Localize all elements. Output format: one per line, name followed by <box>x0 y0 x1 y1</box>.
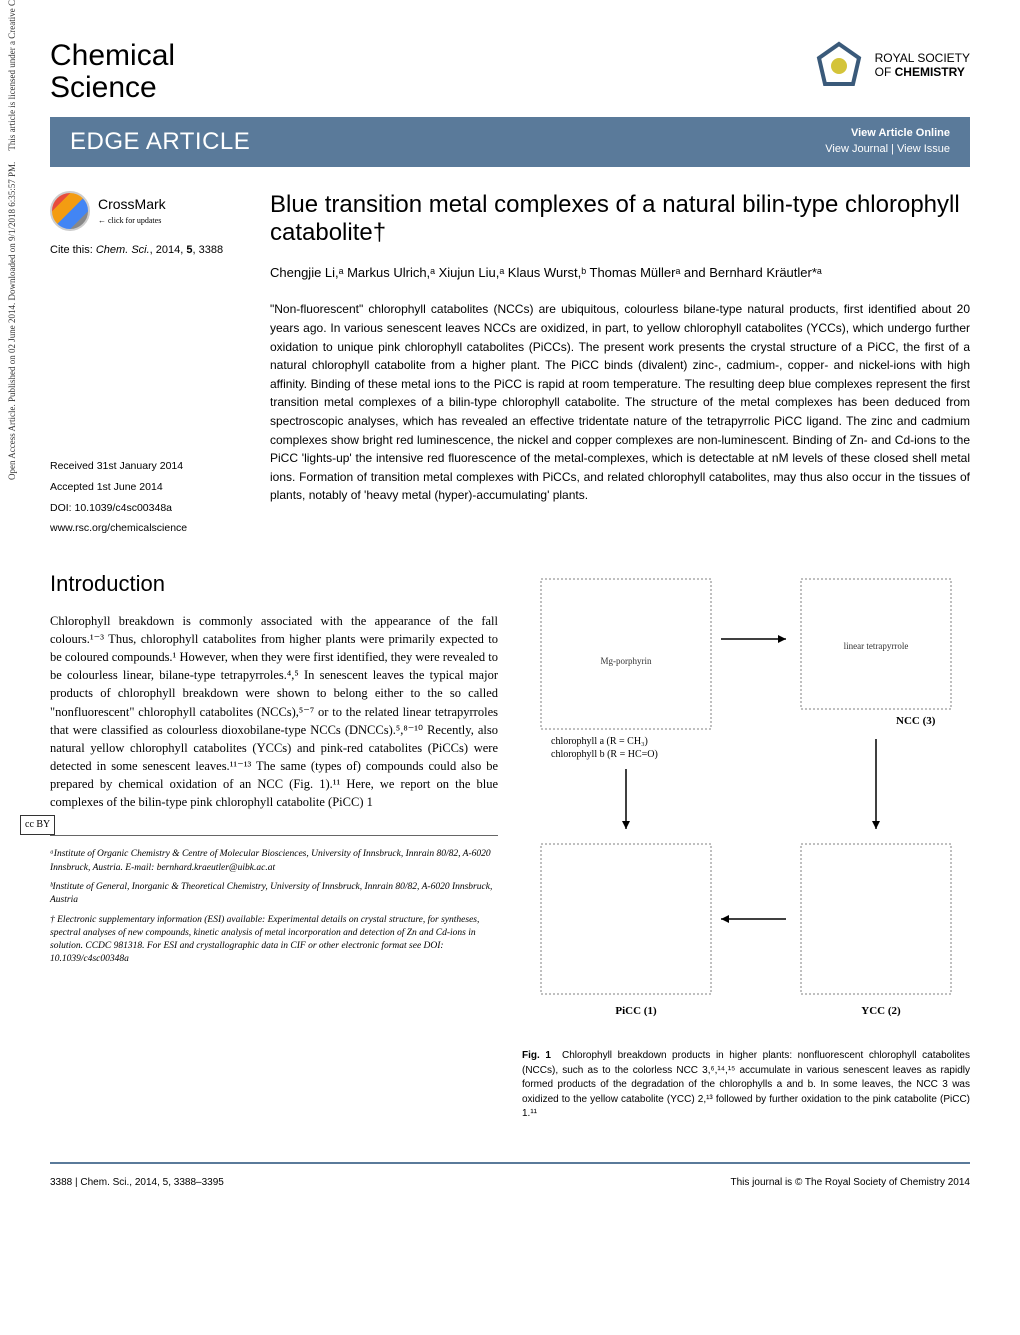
rsc-text: ROYAL SOCIETY OF CHEMISTRY <box>875 52 970 80</box>
body-right-column: Mg-porphyrin chlorophyll a (R = CH₃) chl… <box>522 569 970 1122</box>
fig-label: Fig. 1 <box>522 1050 551 1061</box>
affiliation-a: ᵃInstitute of Organic Chemistry & Centre… <box>50 848 498 875</box>
article-title: Blue transition metal complexes of a nat… <box>270 191 970 249</box>
article-type-label: EDGE ARTICLE <box>70 125 250 159</box>
crossmark-label: CrossMark <box>98 195 166 215</box>
affiliations: ᵃInstitute of Organic Chemistry & Centre… <box>50 835 498 966</box>
cite-this: Cite this: Chem. Sci., 2014, 5, 3388 <box>50 243 240 258</box>
rsc-line2: OF CHEMISTRY <box>875 66 970 80</box>
access-line: Open Access Article. Published on 02 Jun… <box>7 162 17 480</box>
body-left-column: Introduction Chlorophyll breakdown is co… <box>50 569 498 1122</box>
crossmark-sub: ← click for updates <box>98 215 166 226</box>
license-line: This article is licensed under a Creativ… <box>7 0 17 151</box>
crossmark-text: CrossMark ← click for updates <box>98 195 166 226</box>
main-content: CrossMark ← click for updates Cite this:… <box>50 191 970 542</box>
article-meta: Received 31st January 2014 Accepted 1st … <box>50 458 240 537</box>
view-links: View Article Online View Journal | View … <box>825 126 950 157</box>
article-type-bar: EDGE ARTICLE View Article Online View Jo… <box>50 117 970 167</box>
journal-title: Chemical Science <box>50 40 175 103</box>
svg-text:chlorophyll b (R = HC=O): chlorophyll b (R = HC=O) <box>551 749 658 760</box>
view-journal-link[interactable]: View Journal | View Issue <box>825 143 950 155</box>
fig-caption-text: Chlorophyll breakdown products in higher… <box>522 1050 970 1119</box>
cite-year: , 2014, <box>150 244 187 256</box>
rsc-logo-icon <box>813 40 865 92</box>
crossmark-icon <box>50 191 90 231</box>
footer-right: This journal is © The Royal Society of C… <box>730 1176 970 1190</box>
rsc-logo: ROYAL SOCIETY OF CHEMISTRY <box>813 40 970 92</box>
two-column-body: Introduction Chlorophyll breakdown is co… <box>50 569 970 1122</box>
journal-line2: Science <box>50 72 175 104</box>
accepted-date: Accepted 1st June 2014 <box>50 479 240 496</box>
svg-text:chlorophyll a (R = CH₃): chlorophyll a (R = CH₃) <box>551 736 648 747</box>
svg-text:PiCC (1): PiCC (1) <box>615 1005 657 1017</box>
journal-url[interactable]: www.rsc.org/chemicalscience <box>50 520 240 537</box>
svg-text:YCC (2): YCC (2) <box>861 1005 901 1017</box>
cite-prefix: Cite this: <box>50 244 96 256</box>
cc-badge: cc BY <box>20 815 55 835</box>
svg-text:NCC (3): NCC (3) <box>896 715 936 727</box>
right-column: Blue transition metal complexes of a nat… <box>270 191 970 542</box>
doi: DOI: 10.1039/c4sc00348a <box>50 500 240 517</box>
open-access-sidebar: Open Access Article. Published on 02 Jun… <box>6 0 19 480</box>
figure-1-scheme: Mg-porphyrin chlorophyll a (R = CH₃) chl… <box>522 569 970 1039</box>
author-list: Chengjie Li,ᵃ Markus Ulrich,ᵃ Xiujun Liu… <box>270 264 970 282</box>
intro-paragraph: Chlorophyll breakdown is commonly associ… <box>50 612 498 811</box>
received-date: Received 31st January 2014 <box>50 458 240 475</box>
esi-note: † Electronic supplementary information (… <box>50 914 498 967</box>
header: Chemical Science ROYAL SOCIETY OF CHEMIS… <box>50 40 970 103</box>
crossmark-badge[interactable]: CrossMark ← click for updates <box>50 191 240 231</box>
introduction-heading: Introduction <box>50 569 498 600</box>
cite-journal: Chem. Sci. <box>96 244 150 256</box>
abstract: "Non-fluorescent" chlorophyll catabolite… <box>270 300 970 505</box>
page-footer: 3388 | Chem. Sci., 2014, 5, 3388–3395 Th… <box>50 1162 970 1190</box>
figure-1-caption: Fig. 1 Chlorophyll breakdown products in… <box>522 1049 970 1122</box>
svg-text:Mg-porphyrin: Mg-porphyrin <box>601 656 652 666</box>
footer-left: 3388 | Chem. Sci., 2014, 5, 3388–3395 <box>50 1176 224 1190</box>
rsc-line1: ROYAL SOCIETY <box>875 52 970 66</box>
view-article-online-link[interactable]: View Article Online <box>825 126 950 141</box>
figure-1: Mg-porphyrin chlorophyll a (R = CH₃) chl… <box>522 569 970 1122</box>
affiliation-b: ᵇInstitute of General, Inorganic & Theor… <box>50 881 498 908</box>
svg-text:linear tetrapyrrole: linear tetrapyrrole <box>844 641 909 651</box>
journal-line1: Chemical <box>50 40 175 72</box>
cite-page: , 3388 <box>192 244 223 256</box>
left-column: CrossMark ← click for updates Cite this:… <box>50 191 240 542</box>
